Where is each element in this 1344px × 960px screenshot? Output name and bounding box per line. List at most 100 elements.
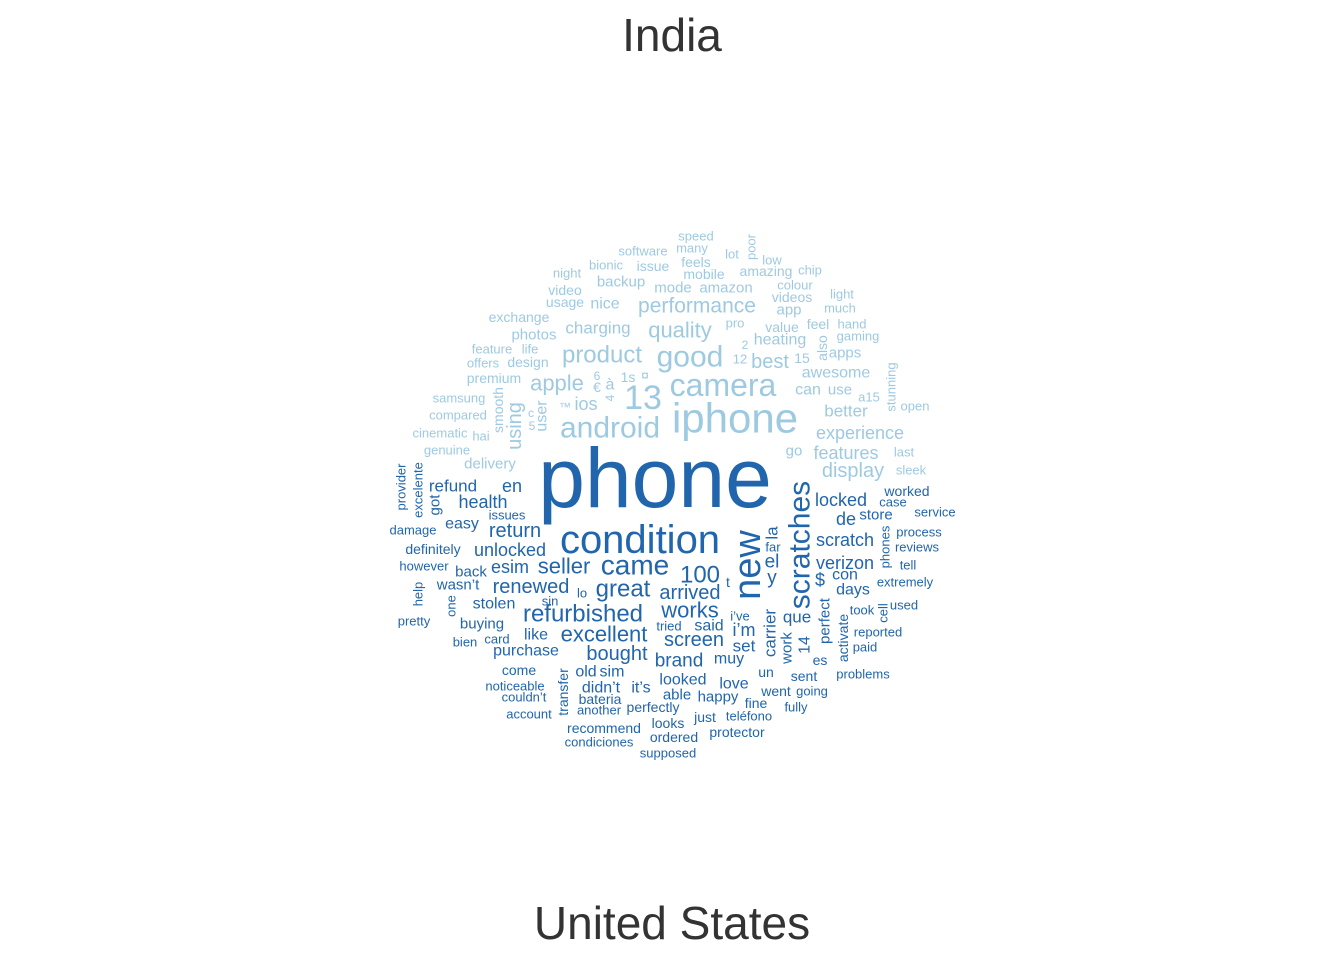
word-111: excelente (411, 462, 426, 518)
word-64: backup (597, 274, 645, 291)
word-49: stunning (884, 362, 899, 411)
word-123: buying (460, 616, 504, 633)
word-180: phones (878, 525, 893, 568)
word-183: service (914, 505, 955, 520)
word-12: performance (638, 295, 756, 318)
word-89: c (528, 406, 534, 420)
word-160: going (796, 684, 828, 699)
word-193: la (763, 526, 782, 540)
word-137: bateria (579, 691, 622, 707)
word-114: however (399, 559, 449, 574)
word-45: much (824, 301, 856, 316)
word-25: heating (754, 332, 807, 349)
word-165: work (779, 632, 796, 665)
group-label-united-states: United States (533, 897, 811, 949)
word-145: set (733, 637, 756, 656)
word-175: took (850, 603, 875, 618)
word-17: smooth (490, 387, 506, 433)
word-86: 4 (603, 394, 617, 401)
word-154: supposed (640, 746, 696, 761)
word-0: phone (538, 431, 772, 525)
word-97: screen (664, 629, 724, 651)
word-70: feature (472, 342, 512, 357)
word-112: damage (390, 523, 437, 538)
word-153: ordered (650, 729, 698, 745)
word-189: scratch (816, 530, 874, 550)
word-172: paid (853, 640, 878, 655)
word-13: apple (530, 371, 584, 396)
word-10: product (562, 342, 642, 369)
word-107: easy (445, 516, 479, 533)
word-128: come (502, 662, 536, 678)
word-109: got (427, 494, 444, 516)
word-190: verizon (816, 553, 874, 573)
word-192: $ (815, 570, 825, 590)
word-140: able (663, 687, 691, 704)
word-155: just (693, 709, 716, 725)
word-77: cinematic (413, 426, 468, 441)
word-125: card (484, 632, 509, 647)
word-135: didn’t (582, 680, 621, 697)
word-21: better (824, 402, 868, 421)
word-197: t (726, 574, 730, 590)
word-115: back (455, 564, 487, 581)
word-18: charging (565, 319, 630, 338)
word-4: came (601, 550, 669, 581)
word-178: extremely (877, 575, 934, 590)
word-43: lot (725, 247, 739, 262)
word-149: tried (656, 619, 681, 634)
word-15: using (504, 402, 526, 450)
word-126: bien (453, 635, 478, 650)
word-92: 100 (680, 562, 720, 589)
word-144: muy (714, 651, 744, 668)
word-110: provider (394, 463, 409, 511)
group-label-india: India (622, 9, 722, 61)
word-132: noticeable (485, 679, 544, 694)
word-63: night (553, 266, 582, 281)
word-74: premium (467, 370, 521, 386)
word-28: apps (829, 345, 862, 362)
word-29: also (814, 335, 830, 361)
word-168: perfect (817, 597, 834, 644)
word-133: couldn’t (502, 690, 547, 705)
word-184: store (859, 507, 892, 524)
word-1: condition (560, 518, 720, 562)
word-91: great (596, 576, 651, 603)
word-6: camera (670, 367, 777, 403)
word-80: delivery (464, 456, 516, 473)
word-76: compared (429, 408, 487, 423)
word-34: feel (807, 316, 830, 332)
word-47: gaming (837, 329, 880, 344)
word-181: reviews (895, 540, 940, 555)
word-72: design (507, 354, 548, 370)
word-108: issues (489, 508, 526, 523)
word-69: photos (511, 327, 556, 344)
word-50: open (901, 399, 930, 414)
word-46: hand (838, 317, 867, 332)
word-5: iphone (672, 395, 798, 442)
word-79: genuine (424, 443, 470, 458)
word-51: last (894, 445, 915, 460)
word-100: renewed (493, 576, 570, 598)
word-39: amazing (740, 263, 793, 279)
word-54: amazon (699, 280, 752, 297)
word-53: go (786, 443, 803, 460)
word-26: can (795, 382, 821, 399)
word-127: purchase (493, 643, 559, 660)
word-146: said (694, 618, 723, 635)
word-167: que (783, 608, 811, 627)
word-94: works (660, 598, 718, 623)
word-139: perfectly (627, 699, 680, 715)
word-95: refurbished (523, 601, 643, 628)
word-143: love (719, 676, 748, 693)
word-81: 6 (594, 369, 601, 383)
word-90: seller (538, 554, 591, 579)
word-130: sim (600, 664, 625, 681)
word-105: refund (429, 477, 477, 496)
word-66: usage (546, 294, 584, 310)
word-11: quality (648, 318, 712, 343)
word-150: recommend (567, 720, 641, 736)
word-119: stolen (473, 596, 516, 613)
word-177: days (836, 582, 870, 599)
